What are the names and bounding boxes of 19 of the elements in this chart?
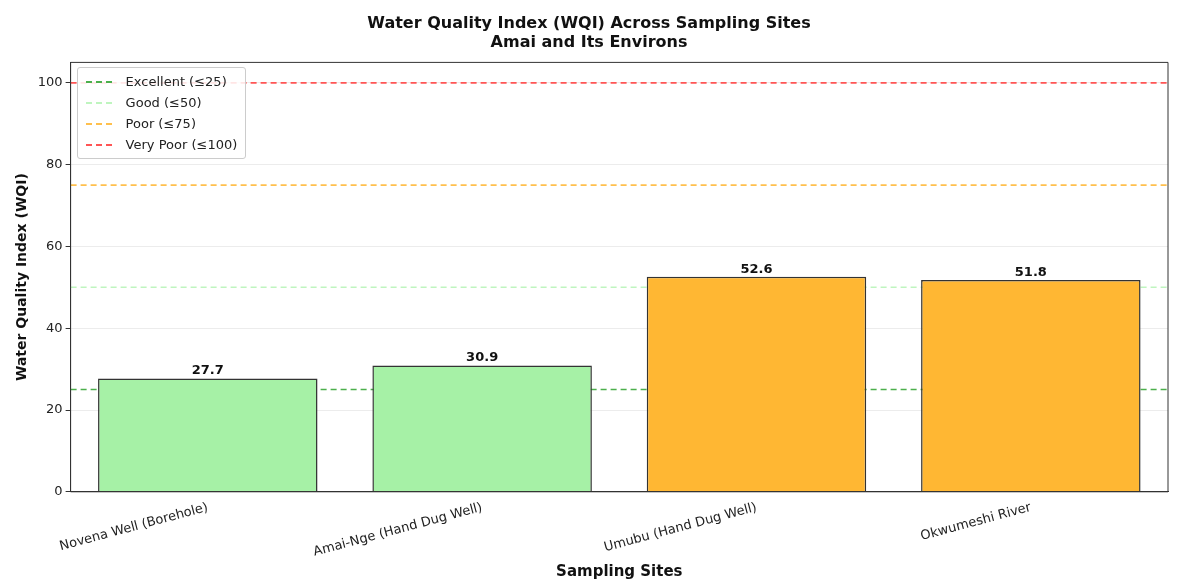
legend-label: Very Poor (≤100) [125, 137, 238, 153]
data-label: 30.9 [466, 349, 499, 365]
x-tick-label: Umubu (Hand Dug Well) [602, 499, 759, 555]
chart-title: Water Quality Index (WQI) Across Sampling Sites [367, 12, 811, 32]
y-tick-label: 40 [46, 319, 63, 335]
y-tick-label: 100 [37, 74, 63, 90]
chart-subtitle: Amai and Its Environs [490, 31, 688, 51]
y-tick-label: 0 [54, 483, 63, 499]
x-axis-title: Sampling Sites [556, 561, 683, 580]
data-label: 27.7 [191, 362, 224, 378]
legend-label: Excellent (≤25) [125, 74, 227, 90]
legend-label: Good (≤50) [125, 95, 202, 111]
data-label: 52.6 [740, 260, 773, 276]
y-tick-label: 20 [46, 401, 63, 417]
y-tick-label: 80 [46, 156, 63, 172]
data-label: 51.8 [1014, 263, 1047, 279]
legend-label: Poor (≤75) [125, 116, 196, 132]
y-axis-title: Water Quality Index (WQI) [13, 173, 30, 382]
y-tick-label: 60 [46, 237, 63, 253]
